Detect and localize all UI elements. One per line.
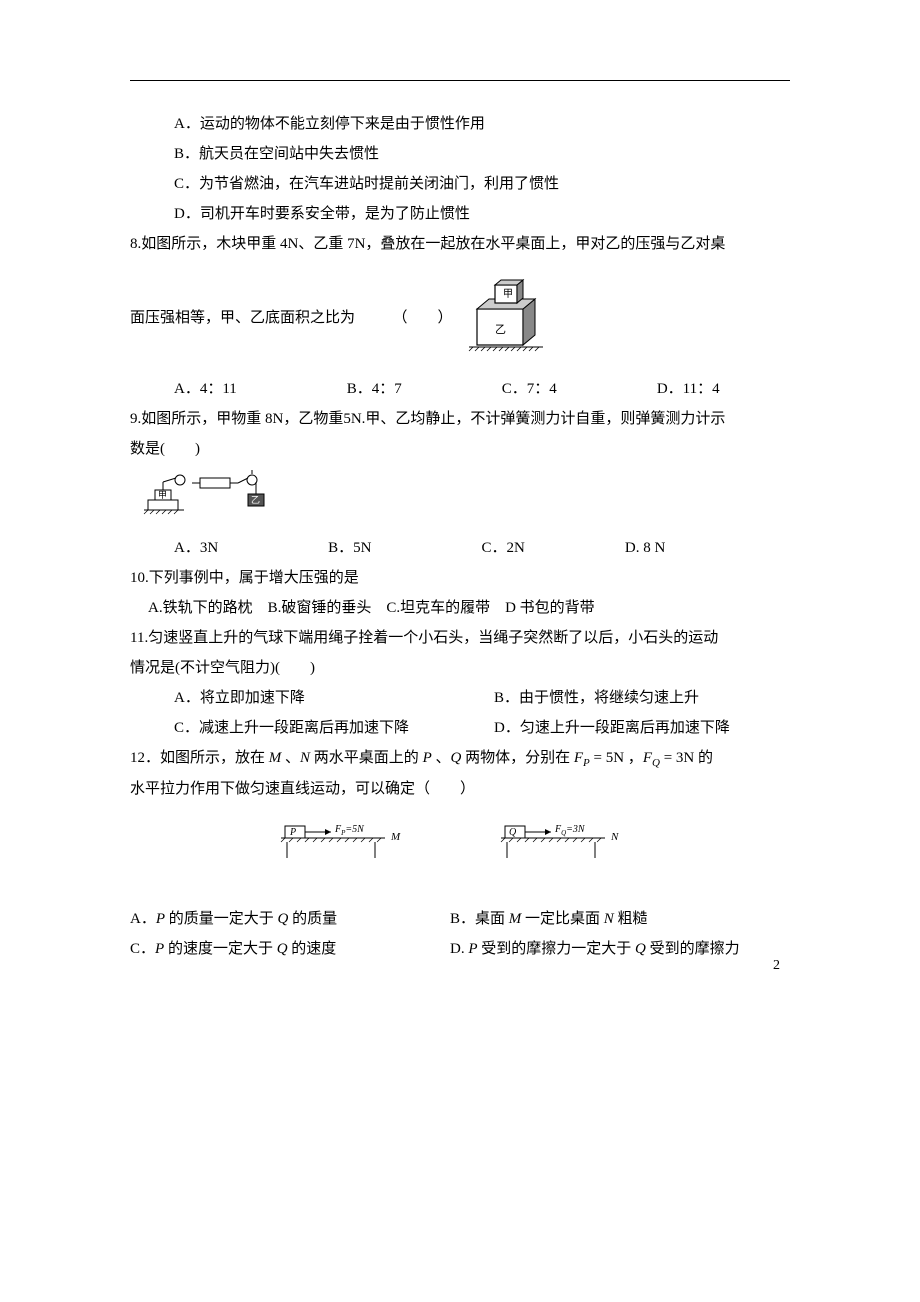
svg-text:FQ=3N: FQ=3N [554, 824, 586, 837]
page-number: 2 [773, 958, 780, 974]
q8-row: 面压强相等，甲、乙底面积之比为 （ ） [130, 269, 790, 364]
q11-opt-a: A．将立即加速下降 [174, 683, 494, 713]
q12-fig-q: Q FQ=3N N [495, 820, 645, 864]
q9-opt-d: D. 8 N [625, 533, 665, 563]
q12-opt-a: A．P 的质量一定大于 Q 的质量 [130, 904, 450, 934]
q12-stem-2: 水平拉力作用下做匀速直线运动，可以确定（ ） [130, 774, 790, 804]
q9-opt-c: C．2N [482, 533, 525, 563]
q8-fig-label-top: 甲 [503, 289, 513, 300]
q8-stem-2: 面压强相等，甲、乙底面积之比为 （ ） [130, 306, 453, 327]
q12-opt-c: C．P 的速度一定大于 Q 的速度 [130, 934, 450, 964]
q9-stem-2: 数是( ) [130, 434, 790, 464]
q11-stem-1: 11.匀速竖直上升的气球下端用绳子拴着一个小石头，当绳子突然断了以后，小石头的运… [130, 623, 790, 653]
q7-opt-a: A．运动的物体不能立刻停下来是由于惯性作用 [130, 109, 790, 139]
q7-opt-b: B．航天员在空间站中失去惯性 [130, 139, 790, 169]
q9-options: A．3N B．5N C．2N D. 8 N [130, 533, 790, 563]
q12-stem-1: 12．如图所示，放在 M 、N 两水平桌面上的 P 、Q 两物体，分别在 FP … [130, 743, 790, 774]
q10-stem: 10.下列事例中，属于增大压强的是 [130, 563, 790, 593]
q8-figure: 甲 乙 [459, 269, 549, 364]
q7-opt-c: C．为节省燃油，在汽车进站时提前关闭油门，利用了惯性 [130, 169, 790, 199]
svg-text:FP=5N: FP=5N [334, 824, 365, 837]
q9-opt-a: A．3N [174, 533, 218, 563]
q8-opt-d: D．11：4 [657, 374, 720, 404]
svg-text:Q: Q [509, 827, 517, 838]
q7-opt-d: D．司机开车时要系安全带，是为了防止惯性 [130, 199, 790, 229]
svg-text:乙: 乙 [251, 495, 260, 505]
q11-stem-2: 情况是(不计空气阻力)( ) [130, 653, 790, 683]
q8-options: A．4：11 B．4：7 C．7：4 D．11：4 [130, 374, 790, 404]
q12-opt-d: D. P 受到的摩擦力一定大于 Q 受到的摩擦力 [450, 934, 790, 964]
q12-opt-b: B．桌面 M 一定比桌面 N 粗糙 [450, 904, 790, 934]
q11-opt-d: D．匀速上升一段距离后再加速下降 [494, 713, 790, 743]
svg-text:M: M [390, 831, 401, 843]
svg-text:P: P [289, 827, 296, 838]
q8-fig-label-bot: 乙 [495, 323, 506, 336]
q11-opt-b: B．由于惯性，将继续匀速上升 [494, 683, 790, 713]
q12-figures: P FP=5N M Q [130, 820, 790, 864]
q8-opt-c: C．7：4 [502, 374, 557, 404]
q9-stem-1: 9.如图所示，甲物重 8N，乙物重5N.甲、乙均静止，不计弹簧测力计自重，则弹簧… [130, 404, 790, 434]
q8-opt-a: A．4：11 [174, 374, 237, 404]
svg-text:甲: 甲 [158, 490, 167, 500]
q9-opt-b: B．5N [328, 533, 371, 563]
q12-fig-p: P FP=5N M [275, 820, 425, 864]
q8-stem-1: 8.如图所示，木块甲重 4N、乙重 7N，叠放在一起放在水平桌面上，甲对乙的压强… [130, 229, 790, 259]
q8-opt-b: B．4：7 [347, 374, 402, 404]
q10-options: A.铁轨下的路枕 B.破窗锤的垂头 C.坦克车的履带 D 书包的背带 [130, 593, 790, 623]
svg-text:N: N [610, 831, 619, 843]
q9-figure: 甲 乙 [140, 470, 790, 527]
page: A．运动的物体不能立刻停下来是由于惯性作用 B．航天员在空间站中失去惯性 C．为… [0, 0, 920, 1004]
top-rule [130, 80, 790, 81]
q11-opt-c: C．减速上升一段距离后再加速下降 [174, 713, 494, 743]
